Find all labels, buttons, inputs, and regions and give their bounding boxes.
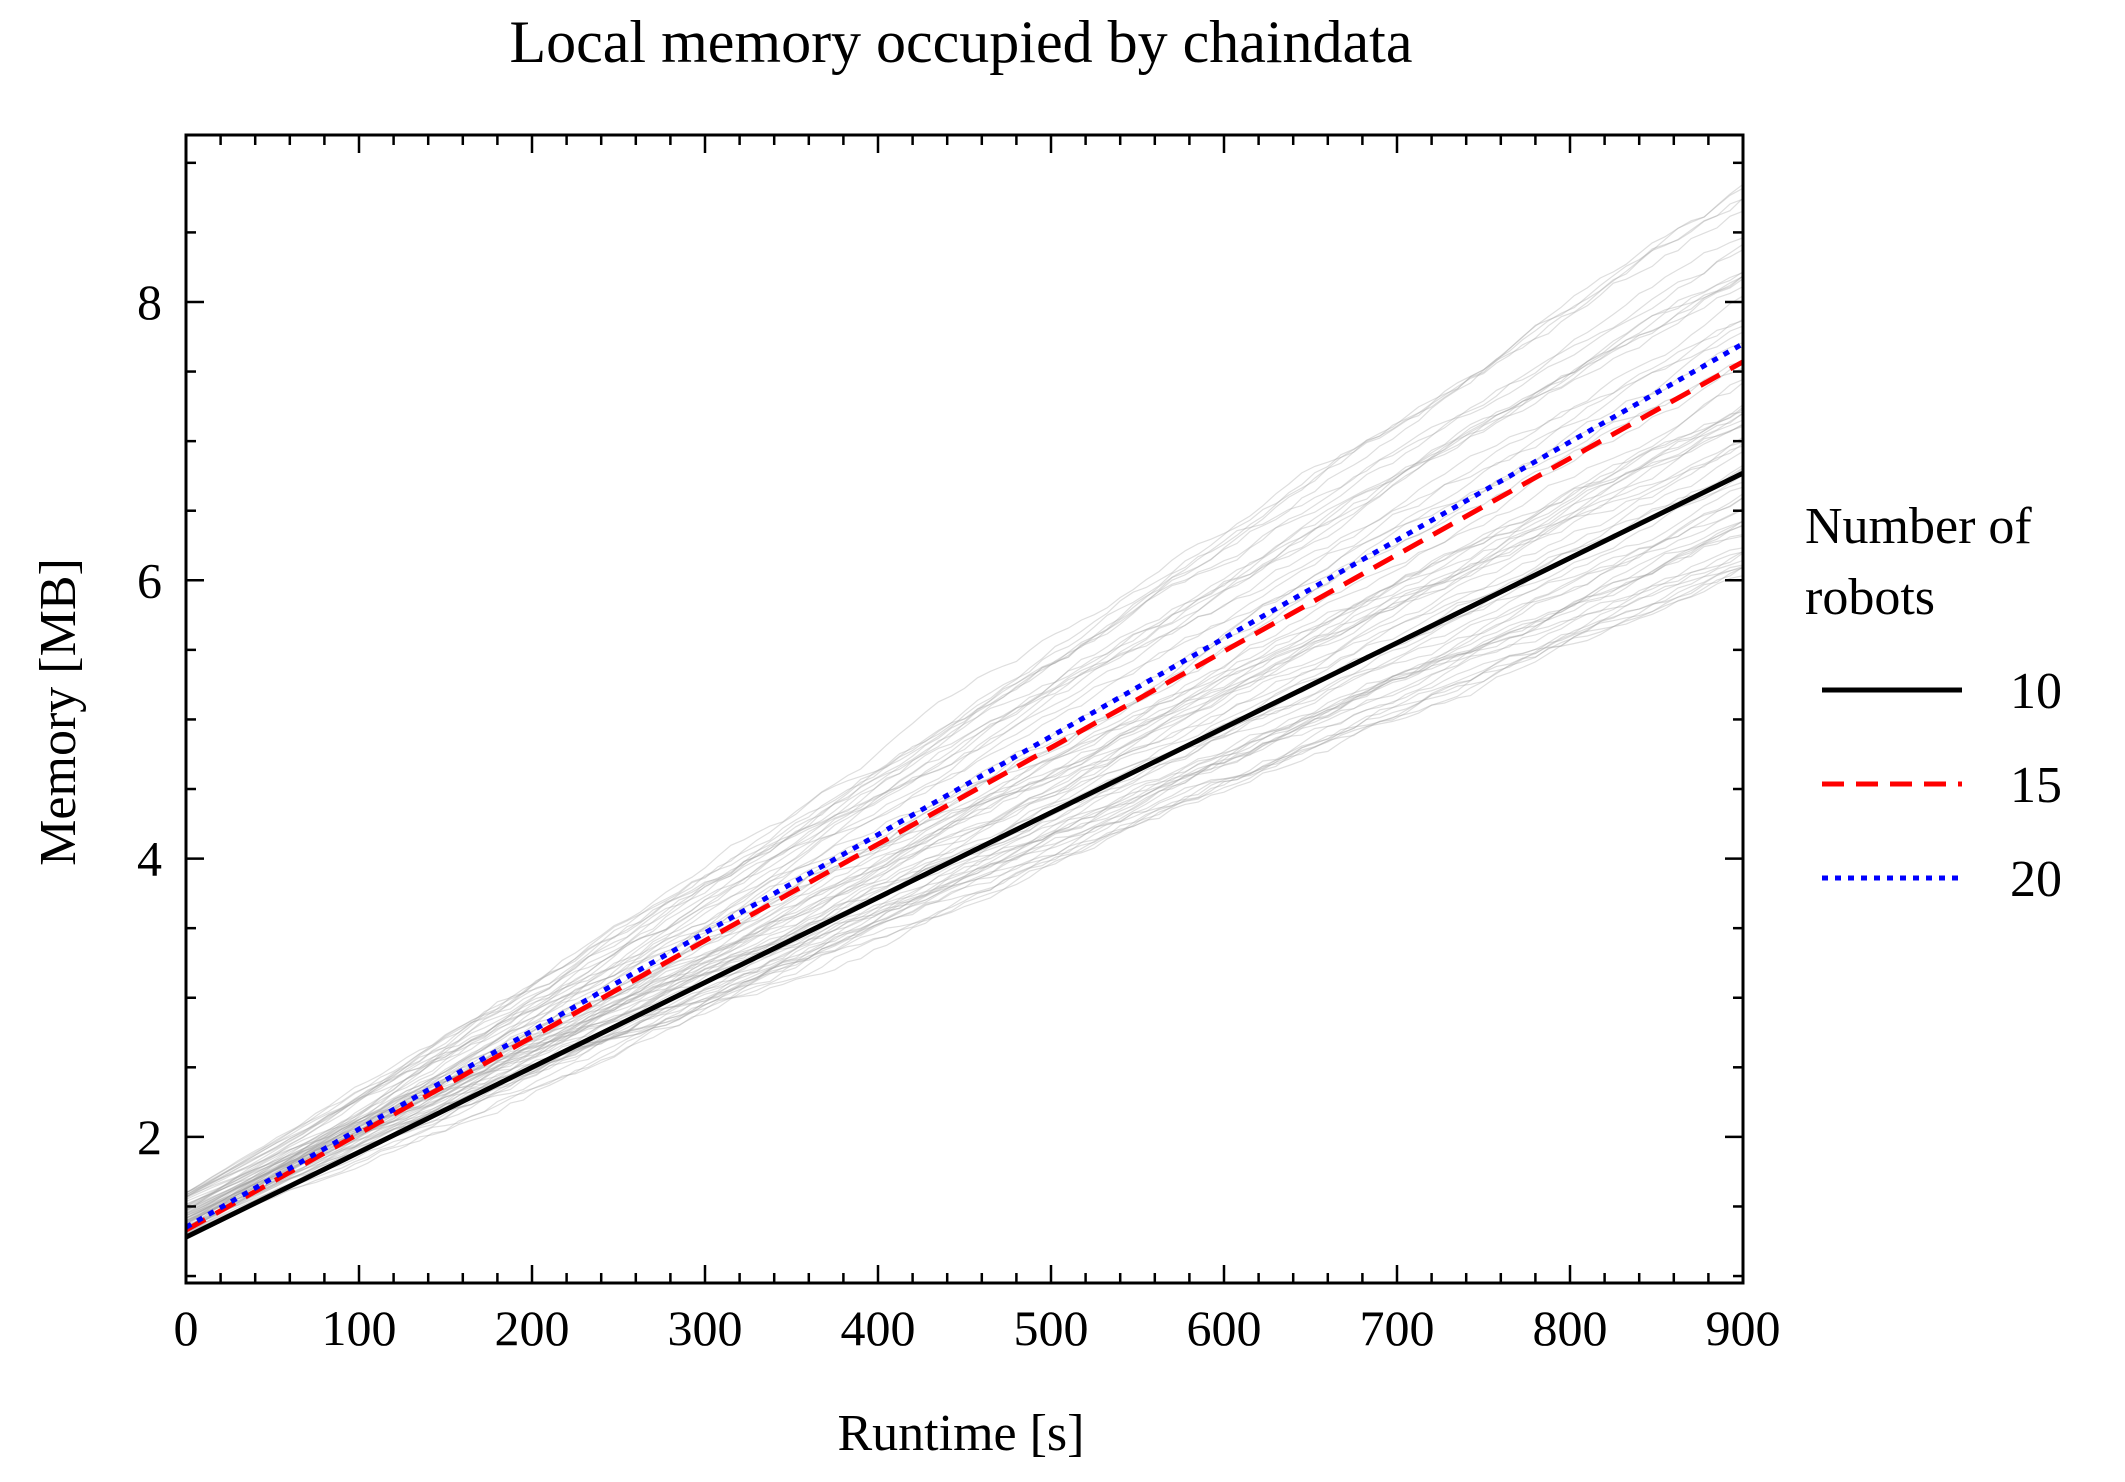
- background-trace: [186, 534, 1743, 1228]
- background-trace: [186, 295, 1743, 1225]
- background-trace: [186, 320, 1743, 1196]
- plot-frame: [184, 133, 1745, 1285]
- background-trace: [186, 275, 1743, 1194]
- background-trace: [186, 551, 1743, 1212]
- y-tick-labels: 2 4 6 8: [137, 274, 162, 1165]
- background-trace: [186, 566, 1743, 1219]
- background-trace: [186, 493, 1743, 1210]
- background-trace: [186, 318, 1743, 1211]
- background-trace: [186, 520, 1743, 1211]
- x-tick-label: 600: [1187, 1300, 1262, 1356]
- y-tick-label: 6: [137, 552, 162, 608]
- x-tick-label: 200: [495, 1300, 570, 1356]
- background-trace: [186, 552, 1743, 1223]
- background-trace: [186, 524, 1743, 1206]
- background-trace: [186, 535, 1743, 1217]
- background-trace: [186, 404, 1743, 1207]
- background-trace: [186, 197, 1743, 1225]
- legend-label-20: 20: [2010, 851, 2062, 908]
- background-trace: [186, 278, 1743, 1219]
- background-trace: [186, 411, 1743, 1219]
- background-trace: [186, 237, 1743, 1194]
- series-line-10: [186, 470, 1743, 1240]
- background-trace: [186, 559, 1743, 1232]
- background-trace: [186, 342, 1743, 1207]
- background-trace: [186, 243, 1743, 1198]
- background-trace: [186, 210, 1743, 1227]
- series-line-15: [186, 359, 1743, 1233]
- background-trace: [186, 379, 1743, 1230]
- background-trace: [186, 412, 1743, 1199]
- background-trace: [186, 468, 1743, 1227]
- background-trace: [186, 520, 1743, 1229]
- background-trace: [186, 367, 1743, 1194]
- x-tick-label: 900: [1706, 1300, 1781, 1356]
- chart-title: Local memory occupied by chaindata: [510, 9, 1413, 75]
- background-trace: [186, 406, 1743, 1231]
- background-trace: [186, 413, 1743, 1217]
- background-trace: [186, 183, 1743, 1229]
- background-trace: [186, 187, 1743, 1230]
- background-trace: [186, 286, 1743, 1232]
- background-trace: [186, 464, 1743, 1201]
- background-trace: [186, 496, 1743, 1235]
- background-trace: [186, 564, 1743, 1197]
- legend: Number of robots 10 15 20: [1805, 498, 2062, 908]
- y-tick-label: 8: [137, 274, 162, 330]
- background-trace: [186, 419, 1743, 1220]
- background-trace: [186, 271, 1743, 1198]
- background-trace: [186, 507, 1743, 1235]
- x-tick-label: 800: [1533, 1300, 1608, 1356]
- background-trace: [186, 361, 1743, 1222]
- legend-title-line-1: Number of: [1805, 498, 2032, 555]
- x-tick-labels: 0 100 200 300 400 500 600 700 800 900: [174, 1300, 1781, 1356]
- background-trace: [186, 565, 1743, 1205]
- x-tick-label: 0: [174, 1300, 199, 1356]
- x-tick-label: 100: [322, 1300, 397, 1356]
- background-trace: [186, 423, 1743, 1231]
- y-axis-label: Memory [MB]: [30, 558, 87, 866]
- background-trace: [186, 567, 1743, 1227]
- background-trace: [186, 424, 1743, 1225]
- background-trace: [186, 408, 1743, 1219]
- x-tick-label: 300: [668, 1300, 743, 1356]
- legend-label-10: 10: [2010, 663, 2062, 720]
- background-trace: [186, 325, 1743, 1196]
- background-trace: [186, 441, 1743, 1196]
- axis-ticks: [184, 135, 1745, 1283]
- background-trace: [186, 275, 1743, 1233]
- background-trace: [186, 442, 1743, 1213]
- legend-title-line-2: robots: [1805, 569, 1935, 626]
- x-tick-label: 700: [1360, 1300, 1435, 1356]
- y-tick-label: 2: [137, 1109, 162, 1165]
- background-trace: [186, 361, 1743, 1198]
- background-trace: [186, 198, 1743, 1212]
- y-tick-label: 4: [137, 831, 162, 887]
- legend-label-15: 15: [2010, 757, 2062, 814]
- legend-entries: 10 15 20: [1822, 663, 2062, 908]
- background-trace: [186, 481, 1743, 1228]
- x-axis-label: Runtime [s]: [838, 1405, 1085, 1462]
- x-tick-label: 500: [1014, 1300, 1089, 1356]
- background-trace: [186, 566, 1743, 1234]
- background-trace: [186, 272, 1743, 1224]
- background-trace: [186, 520, 1743, 1222]
- x-tick-label: 400: [841, 1300, 916, 1356]
- background-trace: [186, 425, 1743, 1224]
- series-lines: [186, 341, 1743, 1240]
- background-trace: [186, 249, 1743, 1210]
- background-trace: [186, 275, 1743, 1221]
- background-trace: [186, 525, 1743, 1203]
